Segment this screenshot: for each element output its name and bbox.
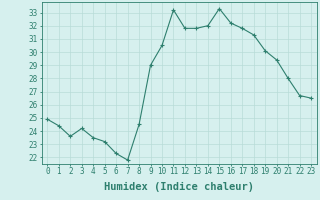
X-axis label: Humidex (Indice chaleur): Humidex (Indice chaleur) (104, 182, 254, 192)
